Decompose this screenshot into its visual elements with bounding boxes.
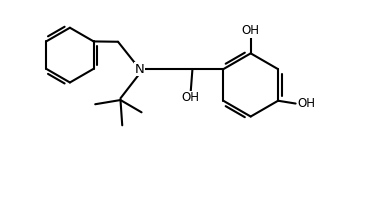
Text: OH: OH [182,91,200,105]
Text: OH: OH [242,24,260,37]
Text: N: N [135,63,145,76]
Text: OH: OH [297,97,315,110]
